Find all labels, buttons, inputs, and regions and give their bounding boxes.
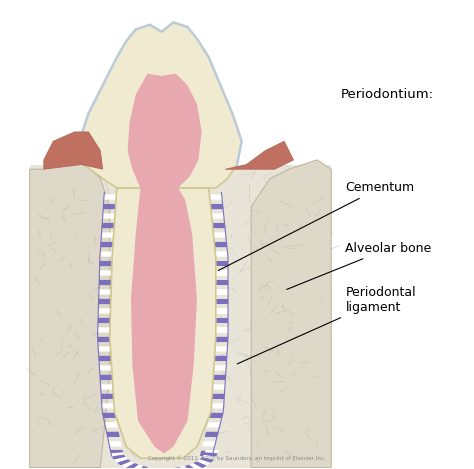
Polygon shape bbox=[100, 261, 112, 266]
Polygon shape bbox=[200, 451, 213, 456]
Text: Copyright © 2011, 2008 by Saunders, an imprint of Elsevier Inc.: Copyright © 2011, 2008 by Saunders, an i… bbox=[148, 455, 326, 461]
Polygon shape bbox=[101, 394, 114, 399]
Polygon shape bbox=[216, 289, 228, 295]
Polygon shape bbox=[205, 450, 218, 453]
Polygon shape bbox=[44, 132, 103, 169]
Polygon shape bbox=[99, 280, 111, 285]
Polygon shape bbox=[150, 468, 158, 469]
Polygon shape bbox=[110, 451, 124, 456]
Polygon shape bbox=[200, 457, 214, 463]
Polygon shape bbox=[98, 346, 111, 352]
Polygon shape bbox=[104, 422, 118, 427]
Polygon shape bbox=[185, 465, 197, 469]
Polygon shape bbox=[216, 271, 228, 276]
Polygon shape bbox=[114, 457, 128, 463]
Polygon shape bbox=[98, 327, 110, 333]
Polygon shape bbox=[210, 413, 223, 418]
Polygon shape bbox=[98, 309, 110, 314]
Polygon shape bbox=[216, 299, 228, 304]
Polygon shape bbox=[131, 188, 197, 454]
Polygon shape bbox=[207, 422, 221, 427]
Polygon shape bbox=[213, 233, 226, 238]
Polygon shape bbox=[102, 223, 115, 228]
Text: Periodontal
ligament: Periodontal ligament bbox=[237, 286, 416, 364]
Polygon shape bbox=[101, 233, 114, 238]
Polygon shape bbox=[213, 375, 226, 380]
Polygon shape bbox=[216, 318, 228, 323]
Polygon shape bbox=[103, 204, 116, 209]
Polygon shape bbox=[225, 141, 293, 169]
Polygon shape bbox=[193, 461, 207, 468]
Polygon shape bbox=[212, 384, 225, 390]
Polygon shape bbox=[79, 23, 242, 188]
Polygon shape bbox=[104, 195, 117, 200]
Polygon shape bbox=[215, 346, 228, 352]
Polygon shape bbox=[169, 468, 178, 469]
Polygon shape bbox=[143, 467, 153, 469]
Polygon shape bbox=[197, 459, 211, 466]
Text: Alveolar bone: Alveolar bone bbox=[287, 242, 432, 289]
Polygon shape bbox=[126, 463, 139, 469]
Polygon shape bbox=[100, 242, 113, 247]
Polygon shape bbox=[109, 441, 122, 446]
Polygon shape bbox=[216, 261, 228, 266]
Polygon shape bbox=[214, 242, 227, 247]
Polygon shape bbox=[204, 452, 218, 456]
Polygon shape bbox=[214, 356, 227, 361]
Polygon shape bbox=[98, 337, 110, 342]
Polygon shape bbox=[99, 365, 112, 371]
Polygon shape bbox=[211, 403, 224, 408]
Polygon shape bbox=[211, 213, 224, 219]
Polygon shape bbox=[210, 195, 222, 200]
Polygon shape bbox=[180, 466, 191, 469]
Polygon shape bbox=[99, 289, 111, 295]
Text: Cementum: Cementum bbox=[218, 182, 414, 271]
Polygon shape bbox=[30, 165, 331, 468]
Polygon shape bbox=[216, 309, 228, 314]
Polygon shape bbox=[102, 413, 116, 418]
Polygon shape bbox=[212, 394, 225, 399]
Polygon shape bbox=[205, 432, 218, 437]
Polygon shape bbox=[216, 327, 228, 333]
Polygon shape bbox=[110, 452, 124, 456]
Polygon shape bbox=[102, 213, 115, 219]
Polygon shape bbox=[202, 455, 216, 460]
Polygon shape bbox=[100, 384, 113, 390]
Text: Periodontium:: Periodontium: bbox=[341, 88, 434, 101]
Polygon shape bbox=[111, 455, 126, 460]
Polygon shape bbox=[215, 251, 228, 257]
Polygon shape bbox=[131, 465, 143, 469]
Polygon shape bbox=[100, 251, 112, 257]
Polygon shape bbox=[98, 318, 110, 323]
Polygon shape bbox=[189, 463, 202, 469]
Polygon shape bbox=[121, 461, 135, 468]
Polygon shape bbox=[212, 223, 225, 228]
Polygon shape bbox=[251, 160, 331, 468]
Polygon shape bbox=[216, 280, 228, 285]
Polygon shape bbox=[102, 403, 114, 408]
Polygon shape bbox=[202, 441, 216, 446]
Polygon shape bbox=[100, 375, 112, 380]
Polygon shape bbox=[107, 432, 120, 437]
Polygon shape bbox=[110, 188, 216, 458]
Polygon shape bbox=[100, 271, 112, 276]
Polygon shape bbox=[175, 467, 185, 469]
Polygon shape bbox=[137, 466, 148, 469]
Polygon shape bbox=[110, 450, 123, 453]
Polygon shape bbox=[30, 160, 110, 468]
Polygon shape bbox=[117, 459, 131, 466]
Polygon shape bbox=[210, 204, 223, 209]
Polygon shape bbox=[99, 299, 111, 304]
Polygon shape bbox=[214, 365, 226, 371]
Polygon shape bbox=[99, 356, 111, 361]
Polygon shape bbox=[216, 337, 228, 342]
Polygon shape bbox=[128, 74, 201, 188]
